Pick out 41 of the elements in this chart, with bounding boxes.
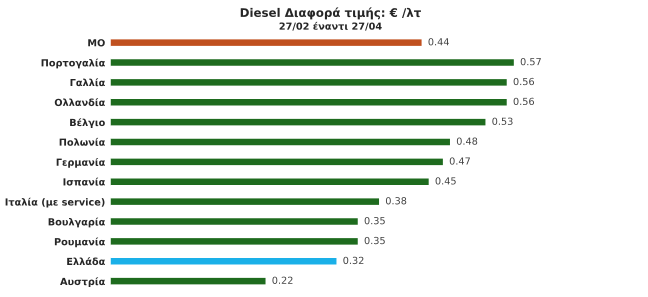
data-label: 0.35 bbox=[364, 216, 385, 224]
bar bbox=[110, 98, 508, 107]
bar bbox=[110, 177, 430, 186]
y-tick-label: Ολλανδία bbox=[54, 98, 105, 106]
data-label: 0.38 bbox=[386, 197, 406, 204]
bar bbox=[110, 117, 487, 127]
y-tick-label: Ελλάδα bbox=[67, 257, 105, 266]
data-label: 0.53 bbox=[492, 118, 513, 125]
data-label: 0.44 bbox=[428, 38, 449, 46]
data-label: 0.32 bbox=[343, 256, 364, 264]
data-label: 0.35 bbox=[364, 236, 385, 244]
bar bbox=[110, 38, 423, 48]
bar bbox=[110, 256, 338, 266]
bar bbox=[110, 58, 516, 68]
y-tick-label: Γαλλία bbox=[70, 78, 105, 86]
y-tick-label: Αυστρία bbox=[60, 277, 105, 288]
y-tick-label: Βέλγιο bbox=[70, 118, 105, 128]
y-tick-label: Πορτογαλία bbox=[42, 58, 105, 68]
bar bbox=[110, 137, 452, 147]
y-tick-label: Ισπανία bbox=[64, 178, 105, 186]
bar bbox=[110, 78, 508, 88]
bar bbox=[110, 157, 444, 167]
data-label: 0.48 bbox=[456, 137, 478, 145]
y-tick-label: Γερμανία bbox=[56, 158, 105, 168]
chart-subtitle: 27/02 έναντι 27/04 bbox=[280, 22, 382, 31]
y-tick-label: Ιταλία (με service) bbox=[6, 198, 104, 208]
data-label: 0.47 bbox=[450, 157, 470, 165]
chart-title: Diesel Διαφορά τιμής: € /λτ bbox=[240, 7, 421, 20]
y-tick-label: Ρουμανία bbox=[54, 237, 105, 248]
y-tick-label: Βουλγαρία bbox=[48, 218, 105, 228]
bar bbox=[110, 276, 267, 286]
bar bbox=[110, 236, 360, 246]
data-label: 0.56 bbox=[514, 98, 534, 106]
y-tick-label: ΜΟ bbox=[88, 39, 105, 46]
data-label: 0.56 bbox=[514, 78, 534, 86]
data-label: 0.45 bbox=[436, 177, 456, 185]
bar bbox=[110, 216, 360, 226]
bar bbox=[110, 196, 380, 206]
data-label: 0.57 bbox=[520, 58, 541, 66]
data-label: 0.22 bbox=[272, 276, 292, 284]
y-tick-label: Πολωνία bbox=[60, 138, 105, 146]
